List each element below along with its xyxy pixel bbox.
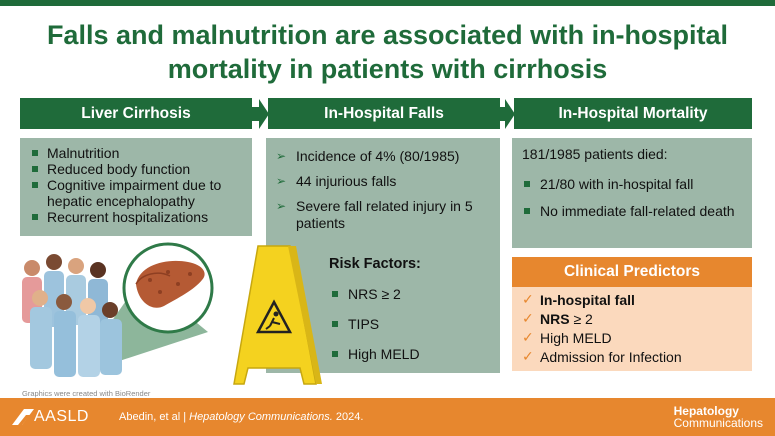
cirrhosis-box: Malnutrition Reduced body function Cogni… [20, 138, 252, 236]
aasld-logo: AASLD [12, 408, 89, 426]
list-item: High MELD [330, 346, 420, 362]
title-line-1: Falls and malnutrition are associated wi… [46, 20, 729, 50]
patients-liver-illustration [22, 242, 214, 377]
journal-logo-line-1: Hepatology [673, 404, 739, 418]
clinical-predictors-list: In-hospital fall NRS ≥ 2 High MELD Admis… [512, 287, 752, 371]
header-in-hospital-falls: In-Hospital Falls [268, 98, 500, 129]
list-item: High MELD [522, 329, 742, 348]
list-item: Malnutrition [30, 145, 242, 161]
list-item: Recurrent hospitalizations [30, 209, 242, 225]
list-item: No immediate fall-related death [522, 203, 742, 219]
aasld-logo-icon [12, 409, 34, 425]
arrow-right-icon [251, 99, 269, 129]
mortality-box: 181/1985 patients died: 21/80 with in-ho… [512, 138, 752, 248]
list-item: 44 injurious falls [276, 173, 490, 190]
arrow-right-icon [497, 99, 515, 129]
clinical-predictors-header: Clinical Predictors [512, 257, 752, 287]
title-line-2: mortality in patients with cirrhosis [167, 54, 608, 84]
list-item: In-hospital fall [522, 291, 742, 310]
list-item: Admission for Infection [522, 348, 742, 367]
graphics-credit: Graphics were created with BioRender [22, 389, 151, 398]
citation-authors: Abedin, et al | [119, 411, 190, 423]
nrs-value: ≥ 2 [569, 311, 593, 327]
mortality-lead: 181/1985 patients died: [522, 146, 668, 162]
wet-floor-sign-icon [233, 245, 322, 385]
header-in-hospital-mortality: In-Hospital Mortality [514, 98, 752, 129]
list-item: Reduced body function [30, 161, 242, 177]
risk-factors-list: NRS ≥ 2 TIPS High MELD [330, 286, 420, 376]
header-liver-cirrhosis: Liver Cirrhosis [20, 98, 252, 129]
list-item: Incidence of 4% (80/1985) [276, 148, 490, 165]
list-item: NRS ≥ 2 [330, 286, 420, 302]
slide-title: Falls and malnutrition are associated wi… [20, 18, 755, 86]
list-item: NRS ≥ 2 [522, 310, 742, 329]
list-item: TIPS [330, 316, 420, 332]
list-item: 21/80 with in-hospital fall [522, 176, 742, 192]
citation-journal: Hepatology Communications. [189, 411, 333, 423]
risk-factors-title: Risk Factors: [329, 256, 421, 272]
journal-logo: Hepatology Communications [674, 405, 763, 429]
aasld-logo-text: AASLD [34, 408, 89, 425]
list-item: Severe fall related injury in 5 patients [276, 198, 490, 232]
nrs-label: NRS [540, 311, 570, 327]
list-item: Cognitive impairment due to hepatic ence… [30, 177, 242, 209]
citation: Abedin, et al | Hepatology Communication… [119, 411, 363, 423]
footer-bar: AASLD Abedin, et al | Hepatology Communi… [0, 398, 775, 436]
journal-logo-line-2: Communications [673, 416, 763, 430]
citation-year: 2024. [332, 411, 364, 423]
top-bar [0, 0, 775, 6]
